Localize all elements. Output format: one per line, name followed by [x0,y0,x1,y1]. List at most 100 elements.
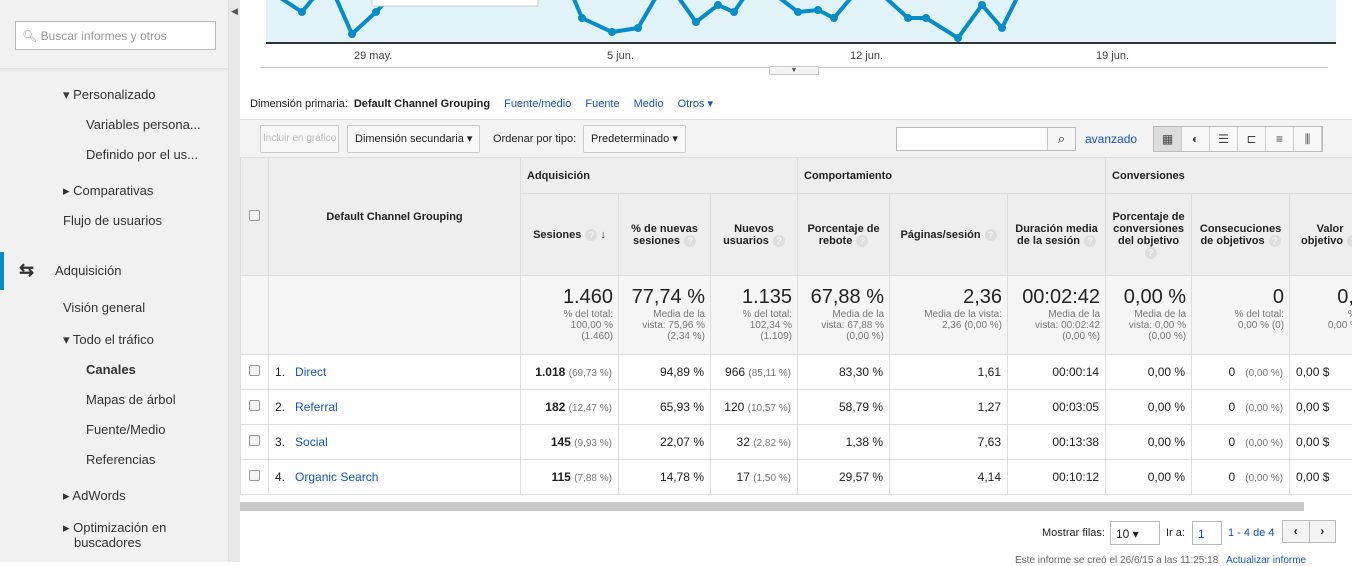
totals-cell: 0% del total:0,00 % (0) [1192,276,1290,355]
column-header[interactable]: Nuevos usuarios? [711,194,798,276]
dimension-medio[interactable]: Medio [634,98,664,110]
dimension-label: Dimensión primaria: [250,98,348,110]
secondary-dimension-dropdown[interactable]: Dimensión secundaria ▾ [347,125,480,153]
select-all-checkbox[interactable] [249,210,260,221]
pages-cell: 1,61 [890,355,1008,390]
channel-link[interactable]: Direct [295,365,326,379]
dimension-header[interactable]: Default Channel Grouping [269,158,521,276]
nav-fuente-medio[interactable]: Fuente/Medio [86,422,166,437]
nav-personalizado[interactable]: ▾ Personalizado [63,87,156,103]
goto-label: Ir a: [1166,527,1185,539]
chevron-left-icon: ◀ [231,6,238,17]
term-cloud-icon[interactable]: ≡ [1266,127,1294,151]
total-detail: 102,34 % [716,320,792,331]
table-view-icon[interactable]: ▦ [1154,127,1182,151]
new-users-cell: 32 (2,82 %) [711,425,798,460]
horizontal-scrollbar[interactable] [240,502,1304,511]
nav-optimizacion-2[interactable]: buscadores [74,535,141,550]
search-icon[interactable]: ⌕ [1047,128,1075,150]
nav-canales[interactable]: Canales [86,362,136,377]
row-checkbox[interactable] [249,470,260,481]
nav-optimizacion[interactable]: ▸ Optimización en [63,520,166,536]
help-icon[interactable]: ? [585,229,597,241]
expand-chart-button[interactable]: ▼ [769,66,819,75]
total-detail: Media de la [1111,309,1186,320]
search-icon: 🔍︎ [22,29,37,43]
new-sessions-cell: 14,78 % [619,460,711,495]
duration-value: 00:13:38 [1052,435,1099,449]
dimension-fuente-medio[interactable]: Fuente/medio [504,98,571,110]
performance-view-icon[interactable]: ☰ [1210,127,1238,151]
dimension-otros[interactable]: Otros ▾ [678,98,713,110]
column-header[interactable]: Sesiones? ↓ [521,194,619,276]
column-header[interactable]: Duración media de la sesión? [1008,194,1106,276]
help-icon[interactable]: ? [856,235,868,247]
view-switcher: ▦ ◐ ☰ ⊏ ≡ ⫼ [1153,126,1323,152]
pivot-view-icon[interactable]: ⫼ [1294,127,1322,151]
collapse-sidebar-button[interactable]: ◀ [228,0,240,562]
comparison-view-icon[interactable]: ⊏ [1238,127,1266,151]
new-users-value: 17 [737,470,750,484]
nav-todo-trafico[interactable]: ▾ Todo el tráfico [63,332,154,348]
goals-cell: 0 (0,00 %) [1192,355,1290,390]
nav-vision-general[interactable]: Visión general [63,300,145,315]
nav-adwords[interactable]: ▸ AdWords [63,488,126,504]
next-page-button[interactable]: › [1310,521,1336,542]
chart-svg [266,0,1336,44]
help-icon[interactable]: ? [985,229,997,241]
nav-definido[interactable]: Definido por el us... [86,147,198,162]
help-icon[interactable]: ? [1145,247,1157,259]
rows-per-page-select[interactable]: 10 ▾ [1110,521,1160,545]
sort-dropdown[interactable]: Predeterminado ▾ [583,125,686,153]
dimension-fuente[interactable]: Fuente [585,98,619,110]
row-checkbox[interactable] [249,435,260,446]
x-label: 19 jun. [1096,50,1129,62]
column-header[interactable]: % de nuevas sesiones? [619,194,711,276]
advanced-link[interactable]: avanzado [1085,132,1137,146]
help-icon[interactable]: ? [773,235,785,247]
goals-cell: 0 (0,00 %) [1192,460,1290,495]
help-icon[interactable]: ? [1347,235,1352,247]
nav-adquisicion[interactable]: Adquisición [55,263,122,278]
search-input[interactable]: 🔍︎ Buscar informes y otros [15,21,216,50]
nav-referencias[interactable]: Referencias [86,452,155,467]
column-label: Nuevos usuarios [723,223,774,247]
column-header[interactable]: Porcentaje de conversiones del objetivo? [1106,194,1192,276]
table-search-input[interactable]: ⌕ [896,127,1076,151]
duration-value: 00:03:05 [1052,400,1099,414]
goals-value: 0 [1229,470,1236,484]
sort-desc-icon[interactable]: ↓ [597,229,606,241]
row-checkbox-cell [241,390,269,425]
column-header[interactable]: Páginas/sesión? [890,194,1008,276]
conversion-value: 0,00 % [1148,400,1185,414]
refresh-report-link[interactable]: Actualizar informe [1226,555,1306,566]
help-icon[interactable]: ? [1269,235,1281,247]
nav-comparativas[interactable]: ▸ Comparativas [63,183,153,199]
channel-link[interactable]: Referral [295,400,338,414]
total-detail: (0,00 %) [1111,331,1186,342]
column-header[interactable]: Porcentaje de rebote? [798,194,890,276]
channel-link[interactable]: Organic Search [295,470,378,484]
channel-link[interactable]: Social [295,435,328,449]
nav-variables[interactable]: Variables persona... [86,117,201,132]
column-header[interactable]: Consecuciones de objetivos? [1192,194,1290,276]
column-label: Sesiones [533,229,581,241]
row-checkbox[interactable] [249,365,260,376]
nav-flujo-usuarios[interactable]: Flujo de usuarios [63,213,162,228]
help-icon[interactable]: ? [684,235,696,247]
prev-page-button[interactable]: ‹ [1283,521,1310,542]
goto-page-input[interactable]: 1 [1192,521,1222,545]
column-header[interactable]: Valor objetivo? [1290,194,1352,276]
sessions-cell: 145 (9,93 %) [521,425,619,460]
sessions-value: 182 [545,400,565,414]
row-checkbox[interactable] [249,400,260,411]
pie-view-icon[interactable]: ◐ [1182,127,1210,151]
new-sessions-value: 65,93 % [660,400,704,414]
include-in-chart-button[interactable]: Incluir en gráfico [260,125,339,153]
conversion-value: 0,00 % [1148,435,1185,449]
total-value: 00:02:42 [1013,286,1100,309]
nav-mapas-arbol[interactable]: Mapas de árbol [86,392,176,407]
help-icon[interactable]: ? [1084,235,1096,247]
